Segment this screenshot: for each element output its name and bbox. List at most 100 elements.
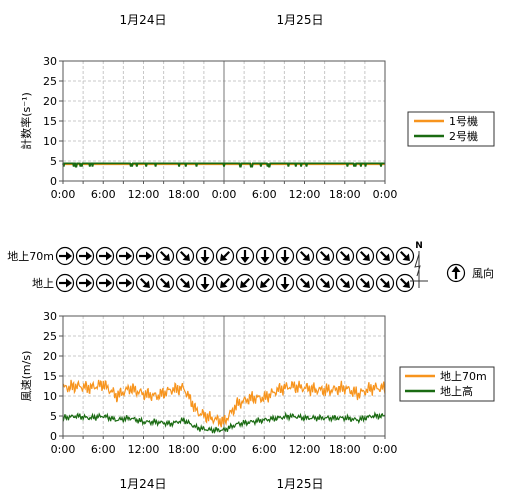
date-label-bottom-1: 1月24日 xyxy=(120,477,167,491)
wind-arrow-icon xyxy=(175,273,195,293)
count-rate-grid xyxy=(63,61,385,181)
wind-arrow-icon xyxy=(235,273,255,293)
wind-arrow-head xyxy=(260,257,270,263)
wind-arrow-shaft xyxy=(339,250,348,259)
wind-arrow-shaft xyxy=(359,250,368,259)
wind-arrow-head xyxy=(302,280,310,288)
wind-arrow-shaft xyxy=(299,250,308,259)
wind-arrow-head xyxy=(66,278,72,288)
wind-arrow-icon xyxy=(115,246,135,266)
x-tick-label: 0:00 xyxy=(212,188,237,201)
wind-arrow-icon xyxy=(335,273,355,293)
wind-arrow-shaft xyxy=(179,277,188,286)
y-tick-label: 20 xyxy=(43,95,57,108)
wind-arrow-icon xyxy=(355,246,375,266)
count-rate-series xyxy=(62,162,385,168)
series-line-70m xyxy=(62,379,386,428)
wind-arrow-head xyxy=(86,251,92,261)
wind-arrow-icon xyxy=(215,273,235,293)
wind-arrow-icon xyxy=(55,273,75,293)
wind-arrow-head xyxy=(66,251,72,261)
wind-arrow-head xyxy=(162,253,170,261)
x-tick-label: 0:00 xyxy=(373,188,398,201)
wind-arrow-icon xyxy=(315,273,335,293)
compass-n-label: N xyxy=(415,241,423,251)
wind-arrow-head xyxy=(382,253,390,261)
y-tick-label: 0 xyxy=(50,430,57,443)
wind-arrow-shape xyxy=(319,250,330,261)
count-rate-chart: 0 5 10 15 20 25 30 0:00 6:00 12:00 18:00 0:00 6:00 1… xyxy=(19,55,397,201)
wind-arrow-icon xyxy=(295,273,315,293)
wind-arrow-shaft xyxy=(159,250,168,259)
wind-arrow-shape xyxy=(451,266,461,279)
wind-arrow-head xyxy=(240,257,250,263)
series-line-unit2 xyxy=(62,162,385,168)
date-label-top-1: 1月24日 xyxy=(120,13,167,27)
y-tick-label: 25 xyxy=(43,330,57,343)
x-tick-label: 6:00 xyxy=(252,443,277,456)
wind-arrow-head xyxy=(182,253,190,261)
wind-arrow-shape xyxy=(260,250,270,263)
wind-row-ground-arrows xyxy=(55,273,415,293)
wind-arrow-head xyxy=(126,251,132,261)
wind-arrow-head xyxy=(126,278,132,288)
x-tick-label: 0:00 xyxy=(51,188,76,201)
series-line-ground xyxy=(62,411,386,434)
wind-arrow-icon xyxy=(255,273,275,293)
wind-arrow-head xyxy=(162,280,170,288)
wind-arrow-shape xyxy=(139,251,152,261)
wind-arrow-shaft xyxy=(222,277,231,286)
wind-arrow-shaft xyxy=(339,277,348,286)
wind-row-label-ground: 地上 xyxy=(32,277,54,290)
wind-arrow-icon xyxy=(255,246,275,266)
x-tick-label: 18:00 xyxy=(168,188,200,201)
wind-arrow-icon xyxy=(395,273,415,293)
wind-arrow-shape xyxy=(399,250,410,261)
y-tick-label: 5 xyxy=(50,410,57,423)
wind-arrow-shape xyxy=(99,251,112,261)
y-tick-label: 10 xyxy=(43,135,57,148)
x-tick-label: 12:00 xyxy=(128,443,160,456)
wind-arrow-icon xyxy=(235,246,255,266)
wind-arrow-icon xyxy=(95,273,115,293)
wind-arrow-shape xyxy=(200,277,210,290)
wind-arrow-shape xyxy=(379,277,390,288)
wind-arrow-icon xyxy=(155,246,175,266)
wind-arrow-shaft xyxy=(399,250,408,259)
y-tick-label: 25 xyxy=(43,75,57,88)
wind-arrow-shaft xyxy=(222,250,231,259)
x-tick-label: 12:00 xyxy=(289,188,321,201)
wind-speed-x-ticks: 0:00 6:00 12:00 18:00 0:00 6:00 12:00 18:00 0:00 xyxy=(51,436,398,456)
count-rate-legend: 1号機 2号機 xyxy=(407,111,495,147)
wind-arrow-icon xyxy=(375,273,395,293)
wind-arrow-head xyxy=(240,280,248,288)
legend-label-70m: 地上70m xyxy=(440,370,487,383)
wind-arrow-shape xyxy=(59,278,72,288)
wind-arrow-shaft xyxy=(379,250,388,259)
wind-arrow-head xyxy=(322,253,330,261)
y-tick-label: 10 xyxy=(43,390,57,403)
x-tick-label: 6:00 xyxy=(91,188,116,201)
wind-arrow-icon xyxy=(135,273,155,293)
wind-speed-y-ticks: 0 5 10 15 20 25 30 xyxy=(43,310,63,443)
wind-arrow-icon xyxy=(135,246,155,266)
wind-arrow-shaft xyxy=(379,277,388,286)
wind-arrow-head xyxy=(220,280,228,288)
wind-speed-plot-frame xyxy=(62,315,386,437)
wind-arrow-head xyxy=(200,284,210,290)
wind-arrow-icon xyxy=(195,273,215,293)
wind-arrow-icon xyxy=(335,246,355,266)
wind-arrow-icon xyxy=(275,246,295,266)
wind-arrow-shaft xyxy=(159,277,168,286)
x-tick-label: 0:00 xyxy=(51,443,76,456)
x-tick-label: 12:00 xyxy=(289,443,321,456)
wind-arrow-shape xyxy=(339,277,350,288)
compass-north-icon: N xyxy=(410,241,428,288)
y-tick-label: 0 xyxy=(50,175,57,188)
wind-arrow-head xyxy=(200,257,210,263)
wind-arrow-shape xyxy=(119,251,132,261)
wind-arrow-shape xyxy=(240,277,251,288)
x-tick-label: 0:00 xyxy=(373,443,398,456)
wind-arrow-shaft xyxy=(179,250,188,259)
